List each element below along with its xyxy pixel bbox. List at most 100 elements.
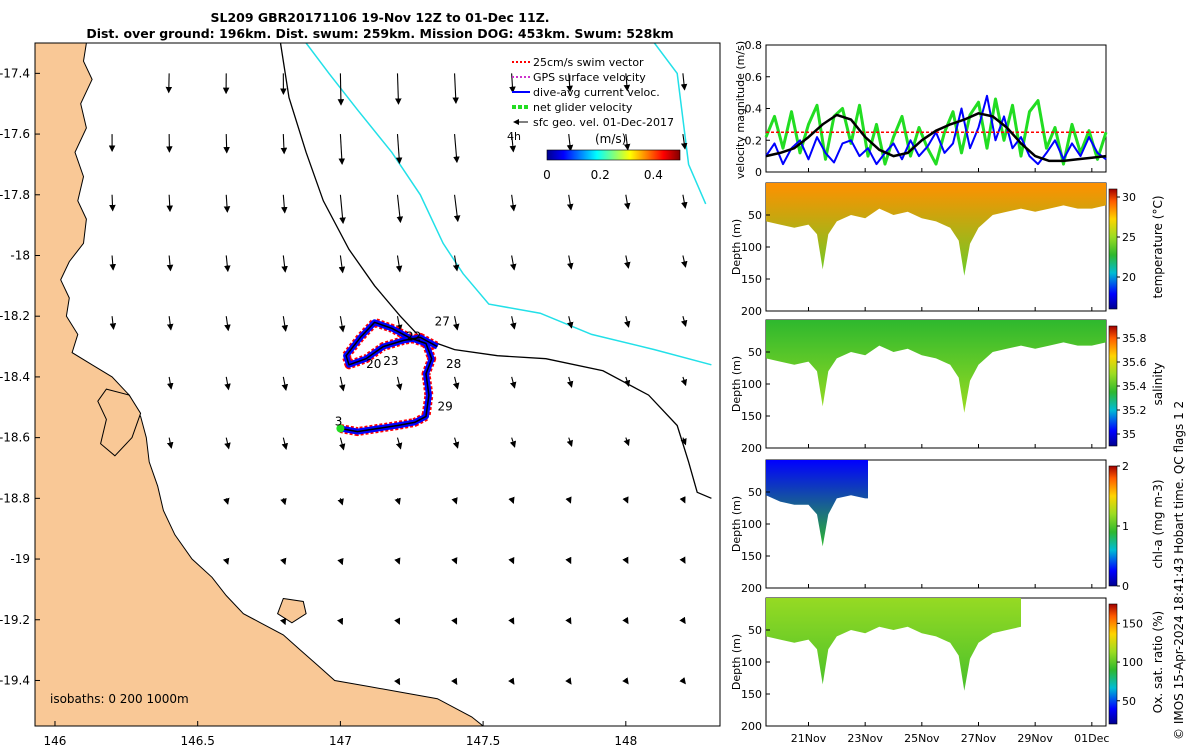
- velocity-arrow: [166, 194, 174, 213]
- colorbar-tick-label: 35.2: [1122, 404, 1147, 417]
- velocity-arrow: [453, 134, 460, 164]
- isobath-note: isobaths: 0 200 1000m: [50, 692, 189, 706]
- profile-data-region: [766, 598, 1021, 691]
- profile-colorbar: [1108, 325, 1118, 447]
- colorbar-tick-label: 50: [1122, 695, 1136, 708]
- profile-data-region: [766, 320, 1106, 413]
- velocity-arrow: [224, 316, 231, 332]
- isobath-1000m-line: [305, 43, 712, 366]
- colorbar-tick-label: 25: [1122, 231, 1136, 244]
- map-y-tick-label: -19: [10, 552, 30, 566]
- velocity-arrow: [679, 677, 686, 685]
- velocity-arrow: [566, 194, 574, 211]
- velocity-arrow: [453, 194, 461, 223]
- colorbar-tick-label: 35.4: [1122, 380, 1147, 393]
- glider-track: [336, 317, 440, 437]
- time-tick-label: 27Nov: [961, 732, 997, 745]
- profile-y-tick-label: 200: [741, 582, 762, 595]
- colorbar-label: temperature (°C): [1151, 196, 1165, 299]
- time-tick-label: 01Dec: [1074, 732, 1109, 745]
- island: [276, 597, 307, 624]
- velocity-arrow: [681, 255, 688, 268]
- velocity-arrow: [565, 556, 572, 565]
- velocity-arrow: [452, 437, 460, 449]
- colorbar-tick-label: 2: [1122, 460, 1129, 473]
- geostrophic-velocity-vectors: [108, 73, 688, 686]
- profile-colorbar: [1108, 188, 1118, 310]
- velocity-arrow: [338, 376, 346, 392]
- legend-current-label: dive-avg current veloc.: [533, 86, 660, 99]
- velocity-arrow: [679, 496, 686, 504]
- velocity-arrow: [222, 557, 230, 565]
- colorbar-tick-label: 20: [1122, 271, 1136, 284]
- velocity-arrow: [109, 316, 117, 330]
- legend-gps-label: GPS surface velocity: [533, 71, 646, 84]
- velocity-arrow: [508, 496, 515, 504]
- velocity-arrow: [109, 255, 117, 271]
- scale-time-label: 4h: [507, 130, 521, 143]
- velocity-arrow: [281, 376, 289, 391]
- velocity-arrow: [279, 617, 287, 626]
- velocity-y-ticks: 0 0.2 0.4 0.6 0.8: [745, 39, 770, 179]
- figure-title-line2: Dist. over ground: 196km. Dist. swum: 25…: [86, 26, 674, 41]
- velocity-series-line: [764, 97, 1108, 166]
- figure-title-line1: SL209 GBR20171106 19-Nov 12Z to 01-Dec 1…: [210, 10, 550, 25]
- colorbar-label: salinity: [1151, 362, 1165, 405]
- profile-y-tick-label: 150: [741, 688, 762, 701]
- map-y-tick-label: -19.4: [0, 673, 30, 687]
- velocity-arrow: [452, 255, 460, 272]
- time-tick-label: 29Nov: [1017, 732, 1053, 745]
- velocity-arrow: [680, 376, 688, 387]
- velocity-arrow: [337, 73, 345, 106]
- velocity-arrow: [280, 134, 288, 155]
- velocity-arrow: [624, 255, 631, 269]
- velocity-arrow: [679, 616, 686, 625]
- colorbar-tick-label: 30: [1122, 191, 1136, 204]
- velocity-y-tick-label: 0.6: [745, 71, 763, 84]
- map-x-tick-label: 146: [44, 734, 67, 748]
- velocity-arrow: [622, 496, 629, 504]
- velocity-arrow: [509, 255, 517, 271]
- profile-panel: 50 100 150 200 Depth (m) 50 100 150 Ox. sat. rat…: [730, 597, 1165, 733]
- velocity-arrow: [508, 617, 515, 625]
- velocity-arrow: [565, 617, 572, 625]
- velocity-y-tick-label: 0.2: [745, 134, 763, 147]
- map-y-tick-label: -18.2: [0, 309, 30, 323]
- velocity-arrow: [338, 316, 346, 333]
- colorbar-tick-label: 35.8: [1122, 332, 1147, 345]
- profile-y-tick-label: 100: [741, 241, 762, 254]
- velocity-arrow: [623, 133, 631, 151]
- profile-data-region: [766, 183, 1106, 276]
- velocity-arrow: [396, 194, 404, 224]
- velocity-arrow: [567, 255, 574, 270]
- map-y-tick-label: -18.8: [0, 491, 30, 505]
- map-x-tick-label: 146.5: [181, 734, 215, 748]
- profile-colorbar: [1108, 603, 1118, 725]
- velocity-arrow: [166, 255, 174, 272]
- track-line: [340, 321, 438, 433]
- profile-y-tick-label: 50: [748, 209, 762, 222]
- colorbar-tick-label: 35: [1122, 428, 1136, 441]
- velocity-arrow: [623, 316, 631, 328]
- profile-y-tick-label: 200: [741, 720, 762, 733]
- velocity-arrow: [395, 73, 402, 105]
- profile-ylabel: Depth (m): [730, 496, 743, 552]
- velocity-arrow: [223, 255, 231, 273]
- velocity-arrow: [394, 617, 401, 625]
- land-mass: [35, 43, 484, 726]
- profile-y-tick-label: 200: [741, 305, 762, 318]
- profile-y-tick-label: 50: [748, 346, 762, 359]
- colorbar-tick-label: 150: [1122, 617, 1143, 630]
- credit-text: © IMOS 15-Apr-2024 18:41:43 Hobart time.…: [1172, 400, 1186, 740]
- velocity-arrow: [567, 316, 574, 329]
- day-label: 23: [383, 354, 398, 368]
- speed-colorbar-tick-label: 0.2: [591, 168, 610, 182]
- map-frame: [34, 42, 721, 727]
- velocity-arrow: [224, 376, 231, 391]
- velocity-arrow: [281, 194, 288, 214]
- velocity-arrow: [623, 376, 631, 388]
- velocity-arrow: [395, 376, 403, 391]
- velocity-arrow: [338, 255, 346, 274]
- velocity-arrow: [566, 376, 574, 388]
